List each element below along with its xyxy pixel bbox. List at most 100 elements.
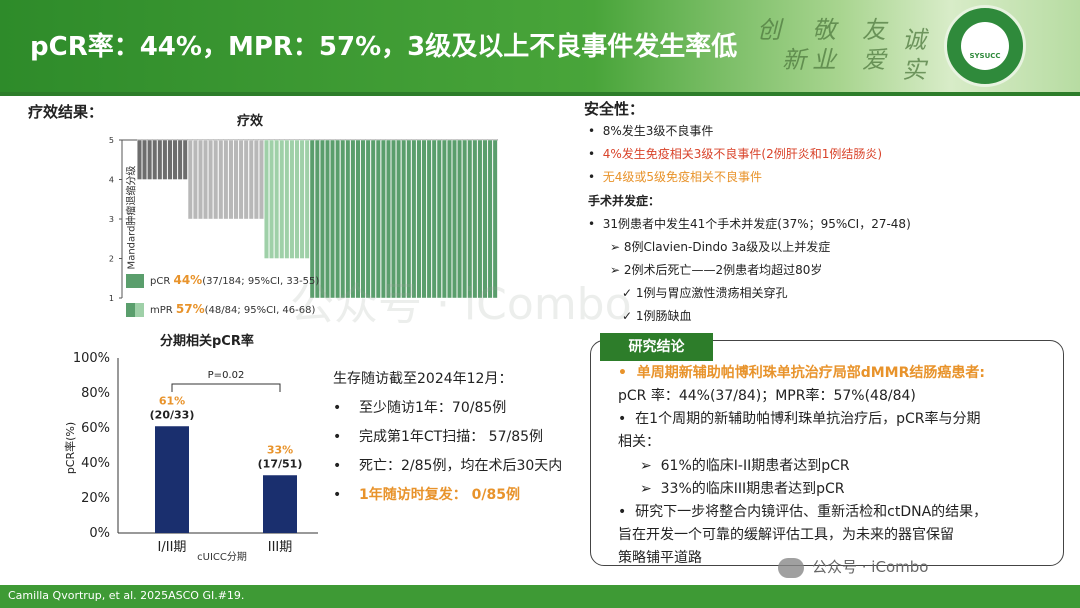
header-divider [0, 92, 1080, 96]
calligraphy-char: 敬 [812, 16, 836, 44]
safety-item: • 4%发生免疫相关3级不良事件(2例肝炎和1例结肠炎) [588, 147, 883, 161]
efficacy-bar [487, 139, 493, 299]
efficacy-bar [452, 139, 457, 299]
y-tick-label: 1 [109, 294, 114, 303]
y-tick-label: 20% [81, 491, 110, 506]
legend-detail: (48/84; 95%CI, 46-68) [204, 305, 316, 316]
efficacy-bar [467, 139, 473, 299]
legend-detail: (37/184; 95%CI, 33-55) [202, 276, 320, 287]
surgery-item: • 31例患者中发生41个手术并发症(37%；95%CI，27-48) [588, 217, 911, 231]
efficacy-bar [380, 139, 386, 299]
category-label: III期 [268, 540, 293, 555]
efficacy-bar [182, 139, 188, 180]
legend-pct: 44% [173, 273, 203, 287]
stage-bar [263, 475, 297, 533]
stage-bar [155, 426, 189, 533]
efficacy-bar [223, 139, 229, 220]
efficacy-bar [340, 139, 346, 299]
efficacy-bar [319, 139, 325, 299]
legend-label: pCR [150, 276, 174, 287]
efficacy-bar [228, 139, 234, 220]
bar-value-label: 33% [267, 443, 293, 456]
conclusion-line: 策略铺平道路 [618, 550, 702, 566]
efficacy-bar [294, 139, 300, 259]
citation: Camilla Qvortrup, et al. 2025ASCO GI.#19… [8, 589, 245, 602]
efficacy-bar [253, 139, 259, 220]
efficacy-bar [172, 139, 178, 180]
calligraphy-char: 爱 [862, 46, 886, 74]
efficacy-bar [177, 139, 183, 180]
header-banner: pCR率：44%，MPR：57%，3级及以上不良事件发生率低 创 新 敬 业 友… [0, 0, 1080, 92]
bar-count-label: (20/33) [150, 408, 195, 421]
survival-item: • 至少随访1年：70/85例 [333, 400, 507, 416]
efficacy-bar [142, 139, 148, 180]
efficacy-bar [198, 139, 203, 220]
conclusion-line: 旨在开发一个可靠的缓解评估工具，为未来的器官保留 [618, 527, 954, 543]
calligraphy-char: 诚 [902, 26, 926, 54]
legend-swatch [126, 303, 144, 317]
calligraphy-char: 新 [782, 46, 806, 74]
efficacy-bar [213, 139, 219, 220]
survival-heading: 生存随访截至2024年12月： [333, 371, 513, 387]
corner-watermark: 公众号 · iCombo [778, 556, 928, 578]
efficacy-bar [421, 139, 427, 299]
legend-label: mPR [150, 305, 176, 316]
efficacy-bar [360, 139, 366, 299]
logo-text: SYSUCC [969, 52, 1001, 60]
efficacy-bar [314, 139, 320, 299]
conclusion-line: • 单周期新辅助帕博利珠单抗治疗局部dMMR结肠癌患者: [618, 365, 985, 381]
survival-item: • 死亡：2/85例，均在术后30天内 [333, 458, 563, 474]
efficacy-bar [147, 139, 153, 180]
center-watermark: 公众号 · iCombo [290, 279, 632, 330]
efficacy-bar [391, 139, 396, 299]
y-tick-label: 2 [109, 255, 114, 264]
stage-pcr-chart: 0% 20% 40% 60% 80% 100% 61%(20/33) I/II期 33%(17/… [73, 351, 318, 563]
efficacy-bar [355, 139, 361, 299]
legend-mpr: mPR 57%(48/84; 95%CI, 46-68) [126, 302, 315, 317]
stage-chart-title: 分期相关pCR率 [160, 334, 254, 349]
p-value-label: P=0.02 [208, 370, 245, 381]
efficacy-bar [335, 139, 341, 299]
conclusion-line: • 在1个周期的新辅助帕博利珠单抗治疗后，pCR率与分期 [618, 411, 981, 427]
efficacy-chart: 1 2 3 4 5 [109, 136, 498, 303]
footer-bar: Camilla Qvortrup, et al. 2025ASCO GI.#19… [0, 585, 1080, 608]
safety-heading: 安全性： [584, 100, 645, 118]
efficacy-bar [396, 139, 402, 299]
conclusion-line: ➢ 33%的临床III期患者达到pCR [640, 481, 845, 497]
efficacy-bar [416, 139, 422, 299]
safety-item: • 无4级或5级免疫相关不良事件 [588, 170, 762, 184]
legend-swatch [126, 274, 144, 288]
efficacy-bar [187, 139, 193, 220]
efficacy-bar [162, 139, 168, 180]
wechat-icon [778, 557, 804, 578]
efficacy-bar [233, 139, 239, 220]
conclusion-tag: 研究结论 [600, 333, 713, 361]
efficacy-bar [258, 139, 264, 220]
efficacy-bar [279, 139, 285, 259]
y-tick-label: 4 [109, 176, 114, 185]
efficacy-bar [137, 139, 142, 180]
efficacy-bar [218, 139, 224, 220]
efficacy-bar [482, 139, 488, 299]
efficacy-bar [441, 139, 447, 299]
safety-item: • 8%发生3级不良事件 [588, 124, 714, 138]
survival-item: • 完成第1年CT扫描： 57/85例 [333, 429, 544, 445]
efficacy-bar [330, 139, 336, 299]
efficacy-chart-title: 疗效 [237, 114, 264, 129]
efficacy-bar [284, 139, 290, 259]
efficacy-bar [375, 139, 381, 299]
survival-item: • 1年随访时复发： 0/85例 [333, 487, 520, 503]
bar-count-label: (17/51) [258, 457, 303, 470]
efficacy-bar [350, 139, 356, 299]
legend-pct: 57% [175, 302, 205, 316]
efficacy-bar [446, 139, 452, 299]
calligraphy-char: 友 [862, 16, 886, 44]
efficacy-heading: 疗效结果： [28, 103, 104, 121]
efficacy-bar [472, 139, 478, 299]
y-tick-label: 60% [81, 421, 110, 436]
category-label: I/II期 [158, 540, 187, 555]
y-tick-label: 0% [89, 526, 110, 541]
surgery-detail: ✓ 1例肠缺血 [622, 309, 692, 323]
y-tick-label: 40% [81, 456, 110, 471]
efficacy-bar [325, 139, 330, 299]
